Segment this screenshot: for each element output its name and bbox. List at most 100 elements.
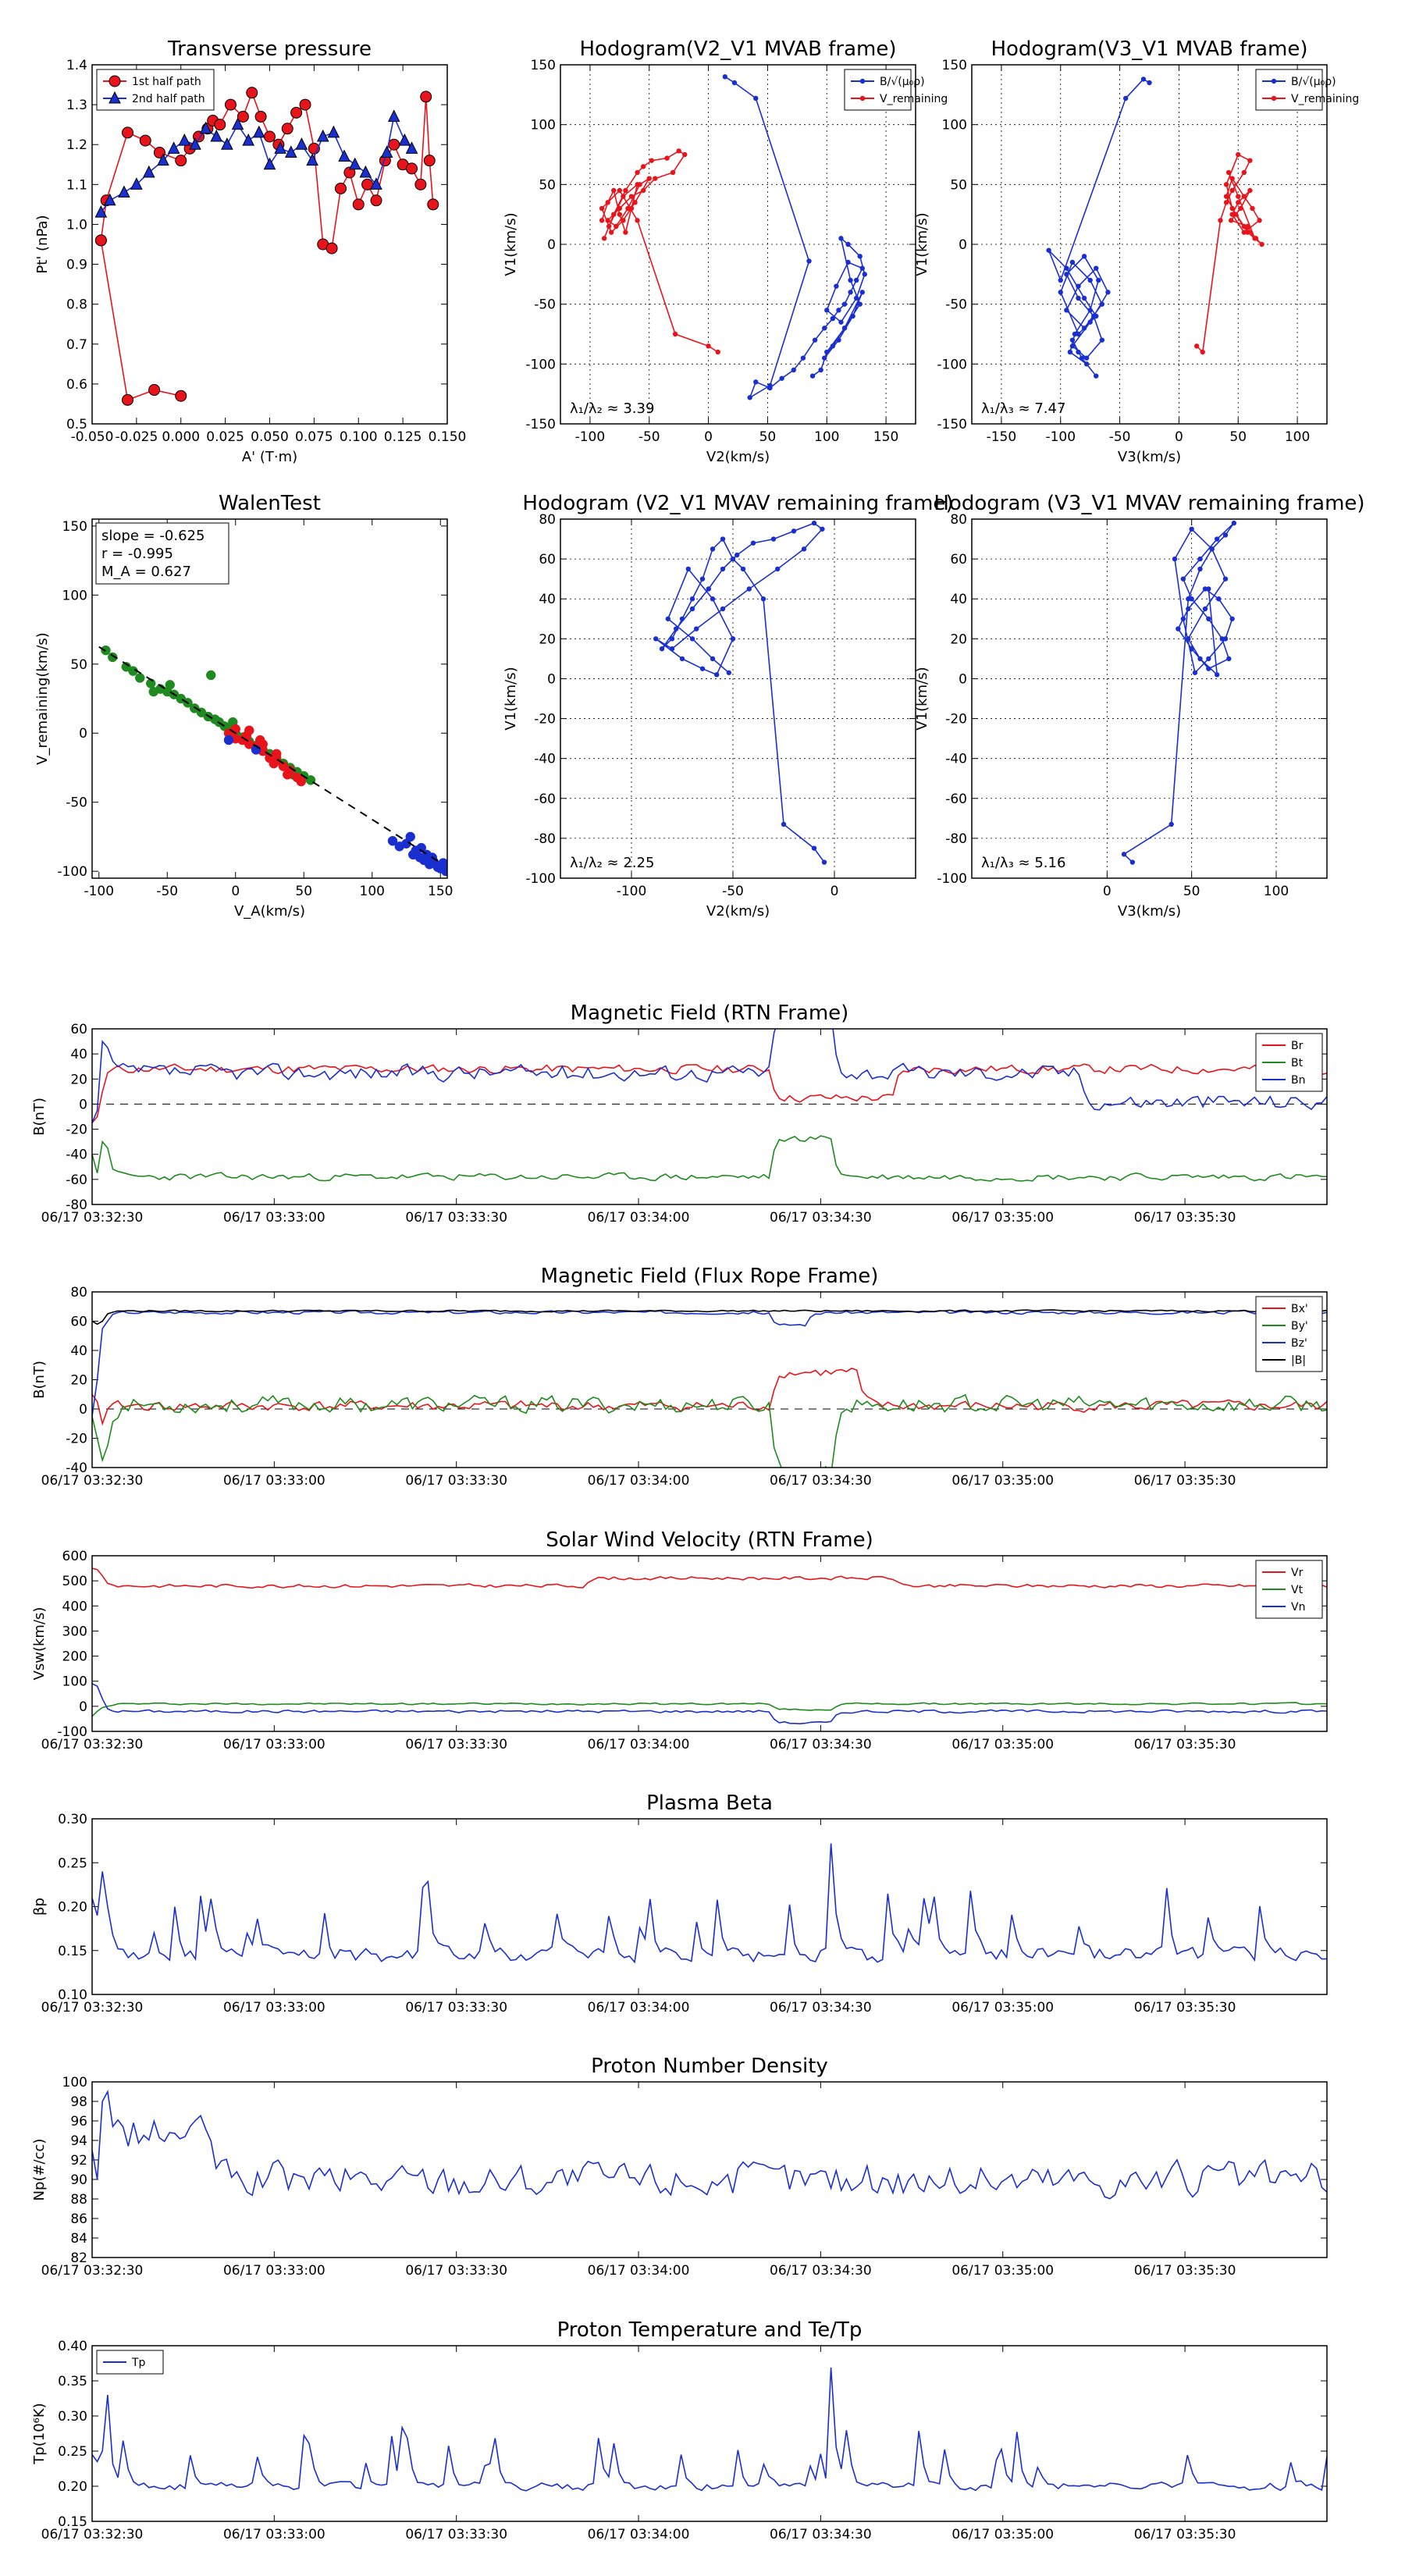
data-point [1241, 223, 1247, 229]
data-point [284, 145, 297, 158]
x-tick-label: 06/17 03:35:30 [1134, 1473, 1236, 1489]
data-point [653, 636, 659, 642]
x-tick-label: 06/17 03:35:30 [1134, 2527, 1236, 2542]
y-axis-label: V1(km/s) [914, 667, 930, 730]
data-point [801, 546, 807, 552]
data-point [1236, 200, 1241, 205]
y-tick-label: -80 [66, 1197, 87, 1213]
y-tick-label: 0.25 [58, 1856, 87, 1871]
x-tick-label: 0 [1103, 884, 1112, 899]
series-line-3 [92, 1309, 1327, 1325]
data-point [859, 290, 865, 295]
data-point [811, 845, 817, 851]
chart-title: Transverse pressure [167, 37, 372, 61]
data-point [685, 566, 691, 572]
data-point [316, 129, 329, 142]
chart-p8: Magnetic Field (Flux Rope Frame) -40 -20 0 2… [31, 1265, 1328, 1489]
x-tick-label: 0.050 [251, 429, 289, 445]
chart-title: Hodogram (V3_V1 MVAV remaining frame) [934, 492, 1364, 515]
data-point [1206, 656, 1211, 662]
data-point [1091, 313, 1097, 319]
data-point [746, 586, 752, 592]
data-point [1225, 169, 1232, 176]
y-tick-label: 50 [539, 177, 556, 193]
data-point [621, 194, 626, 199]
x-tick-label: 06/17 03:33:00 [223, 2000, 325, 2016]
x-tick-label: -100 [575, 429, 606, 445]
data-point [139, 134, 151, 147]
chart-p7: Magnetic Field (RTN Frame) -80 -60 -40 -20 0 2… [31, 1002, 1328, 1226]
y-tick-label: -150 [525, 417, 556, 432]
y-tick-label: -80 [534, 831, 556, 847]
legend-label: Bn [1291, 1074, 1305, 1087]
series-line-1 [92, 1135, 1327, 1182]
plot-frame [91, 1291, 1328, 1468]
data-point [1222, 532, 1229, 538]
series-line-1 [92, 1702, 1327, 1717]
data-point [1122, 95, 1129, 101]
y-tick-label: -100 [57, 864, 87, 880]
data-point [1197, 556, 1203, 562]
data-point [1229, 212, 1235, 217]
y-tick-label: -20 [66, 1123, 87, 1138]
data-point [388, 138, 400, 151]
data-point [841, 326, 848, 331]
series-line-2 [92, 1683, 1327, 1725]
x-tick-label: 06/17 03:33:00 [223, 1473, 325, 1489]
y-tick-label: 0 [79, 1097, 87, 1112]
data-point [646, 176, 652, 181]
y-tick-label: 80 [539, 512, 556, 528]
x-tick-label: 06/17 03:33:00 [223, 1737, 325, 1752]
series-line-1 [1196, 153, 1263, 354]
y-tick-label: 0.25 [58, 2444, 87, 2460]
y-tick-label: -20 [534, 712, 556, 728]
data-point [118, 185, 130, 198]
y-tick-label: 0 [547, 671, 556, 687]
data-point [1094, 373, 1099, 379]
data-point [1064, 265, 1069, 271]
data-point [640, 164, 646, 169]
x-tick-label: 06/17 03:34:30 [770, 1737, 872, 1752]
data-point [1186, 606, 1191, 612]
data-point [824, 349, 830, 355]
data-point [1105, 290, 1111, 295]
data-point [254, 110, 267, 123]
y-tick-label: -60 [534, 792, 556, 807]
data-point [1223, 194, 1229, 199]
chart-title: Plasma Beta [646, 1791, 773, 1815]
data-point [264, 130, 276, 143]
y-tick-label: -60 [66, 1172, 87, 1188]
data-point [1099, 337, 1105, 343]
data-point [189, 137, 201, 150]
y-tick-label: 0.8 [66, 297, 87, 313]
data-point [605, 200, 610, 205]
y-axis-label: B(nT) [31, 1361, 48, 1399]
data-point [1197, 656, 1203, 662]
series-line-0 [1122, 522, 1235, 863]
y-tick-label: 20 [950, 632, 967, 647]
data-point [420, 91, 432, 103]
data-point [416, 842, 426, 853]
data-point [175, 390, 187, 402]
x-tick-label: 06/17 03:34:30 [770, 2000, 872, 2016]
chart-title: Proton Number Density [591, 2055, 828, 2078]
data-point [809, 373, 816, 379]
data-point [822, 326, 827, 331]
plot-area [98, 645, 447, 877]
data-point [1180, 616, 1186, 621]
y-axis-label: V1(km/s) [914, 212, 930, 276]
data-point [1245, 223, 1250, 229]
y-tick-label: 90 [70, 2172, 87, 2188]
data-point [1096, 277, 1101, 283]
y-tick-label: 50 [70, 657, 87, 673]
x-tick-label: 06/17 03:35:00 [951, 1210, 1054, 1226]
data-point [299, 98, 311, 111]
data-point [1087, 277, 1093, 283]
stats-line: slope = -0.625 [101, 528, 205, 544]
data-point [1241, 169, 1247, 176]
y-tick-label: 150 [531, 58, 556, 73]
data-point [1241, 194, 1247, 199]
series-line-0 [92, 1368, 1327, 1426]
data-point [1193, 343, 1200, 349]
data-point [1140, 76, 1147, 82]
